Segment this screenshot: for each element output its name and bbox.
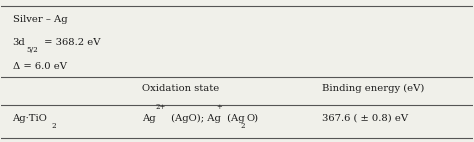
Text: 2+: 2+ — [156, 103, 166, 111]
Text: (Ag: (Ag — [224, 114, 245, 123]
Text: (AgO); Ag: (AgO); Ag — [168, 114, 221, 123]
Text: 2: 2 — [241, 122, 245, 130]
Text: Δ = 6.0 eV: Δ = 6.0 eV — [12, 62, 66, 71]
Text: Silver – Ag: Silver – Ag — [12, 15, 67, 24]
Text: Oxidation state: Oxidation state — [143, 84, 220, 93]
Text: +: + — [217, 103, 222, 111]
Text: = 368.2 eV: = 368.2 eV — [41, 38, 100, 47]
Text: Binding energy (eV): Binding energy (eV) — [322, 84, 424, 93]
Text: 367.6 ( ± 0.8) eV: 367.6 ( ± 0.8) eV — [322, 114, 408, 123]
Text: 2: 2 — [51, 122, 56, 130]
Text: Ag·TiO: Ag·TiO — [12, 114, 47, 123]
Text: 5/2: 5/2 — [27, 46, 38, 54]
Text: O): O) — [247, 114, 259, 123]
Text: 3d: 3d — [12, 38, 25, 47]
Text: Ag: Ag — [143, 114, 156, 123]
